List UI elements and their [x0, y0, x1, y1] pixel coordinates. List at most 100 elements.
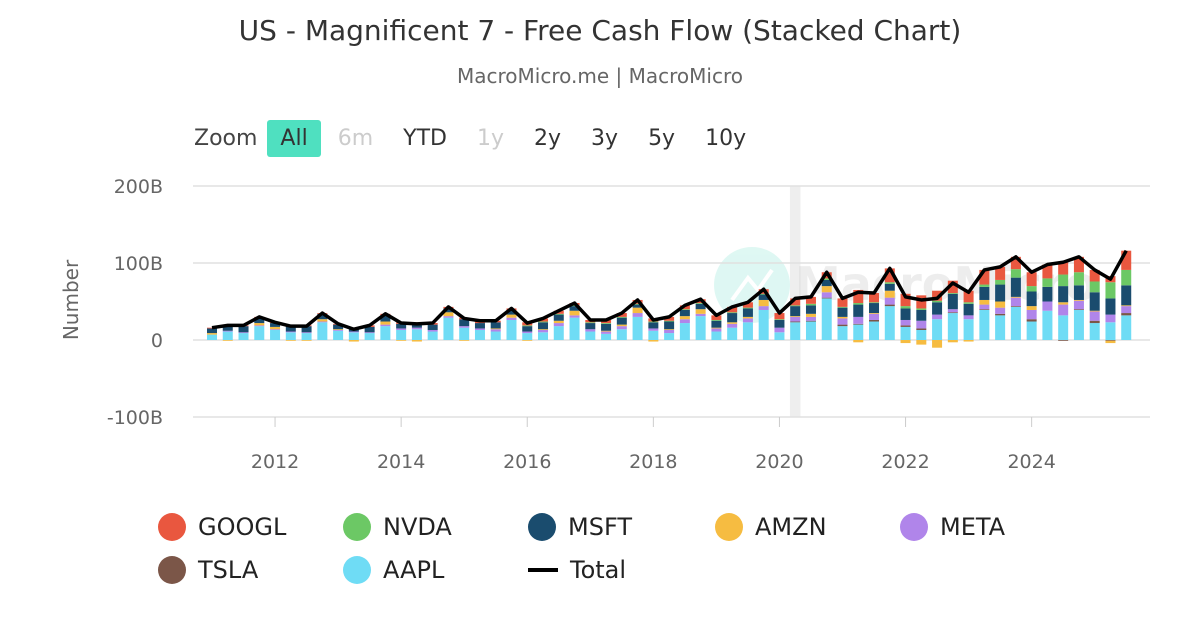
bar-msft: [601, 323, 612, 331]
bar-nvda: [979, 284, 990, 287]
bar-msft: [1010, 277, 1021, 297]
legend-item-aapl[interactable]: AAPL: [343, 556, 444, 584]
bar-msft: [333, 324, 344, 330]
bar-meta: [916, 320, 927, 329]
bar-googl: [869, 293, 880, 303]
zoom-6m-button[interactable]: 6m: [337, 125, 374, 151]
bar-nvda: [869, 302, 880, 304]
bar-meta: [932, 314, 943, 320]
bar-meta: [1058, 304, 1069, 316]
zoom-10y-button[interactable]: 10y: [705, 125, 747, 151]
bar-amzn: [380, 321, 391, 325]
bar-nvda: [616, 316, 627, 318]
bar-meta: [474, 328, 485, 330]
bar-aapl: [506, 319, 517, 340]
bar-msft: [616, 317, 627, 325]
bar-tsla: [884, 304, 895, 307]
bar-tsla: [1073, 309, 1084, 310]
bar-amzn: [1073, 299, 1084, 301]
bar-msft: [553, 314, 564, 321]
bar-meta: [742, 318, 753, 323]
bar-msft: [285, 326, 296, 332]
bar-msft: [538, 322, 549, 330]
bar-msft: [569, 306, 580, 311]
bar-msft: [301, 326, 312, 333]
bar-amzn: [742, 316, 753, 319]
legend-label: AAPL: [383, 556, 445, 584]
bar-meta: [995, 307, 1006, 314]
aapl-marker-icon: [343, 556, 371, 584]
bar-nvda: [601, 323, 612, 324]
legend-item-nvda[interactable]: NVDA: [343, 513, 452, 541]
bar-amzn: [333, 329, 344, 330]
bar-msft: [995, 284, 1006, 302]
bar-aapl: [1121, 315, 1132, 340]
bar-amzn: [443, 312, 454, 317]
zoom-1y-button[interactable]: 1y: [476, 125, 504, 151]
bar-aapl: [695, 316, 706, 340]
bar-meta: [632, 313, 643, 317]
bar-tsla: [805, 320, 816, 322]
legend-item-msft[interactable]: MSFT: [528, 513, 632, 541]
bar-aapl: [821, 298, 832, 340]
legend-item-total[interactable]: Total: [528, 556, 626, 584]
bar-nvda: [821, 278, 832, 280]
legend-item-meta[interactable]: META: [900, 513, 1005, 541]
zoom-ytd-button[interactable]: YTD: [403, 125, 447, 151]
bar-msft: [396, 323, 407, 329]
bar-amzn: [758, 299, 769, 307]
legend-label: Total: [570, 556, 627, 584]
legend-item-tsla[interactable]: TSLA: [158, 556, 258, 584]
bar-msft: [364, 326, 375, 333]
bar-nvda: [837, 306, 848, 308]
bar-googl: [900, 293, 911, 307]
bar-aapl: [774, 332, 785, 340]
bar-aapl: [805, 321, 816, 340]
bar-msft: [742, 308, 753, 317]
bar-amzn: [285, 340, 296, 341]
bar-amzn: [490, 328, 501, 330]
legend-item-googl[interactable]: GOOGL: [158, 513, 286, 541]
bar-msft: [664, 321, 675, 330]
legend-item-amzn[interactable]: AMZN: [715, 513, 827, 541]
zoom-2y-button[interactable]: 2y: [534, 125, 562, 151]
bar-tsla: [790, 321, 801, 323]
bar-nvda: [758, 293, 769, 295]
bar-nvda: [522, 325, 533, 327]
bar-amzn: [1010, 296, 1021, 298]
bar-meta: [396, 328, 407, 330]
bar-aapl: [207, 334, 217, 340]
amzn-marker-icon: [715, 513, 743, 541]
bar-meta: [254, 325, 265, 327]
bar-aapl: [916, 329, 927, 340]
zoom-all-button[interactable]: All: [267, 119, 321, 157]
bar-amzn: [616, 324, 627, 327]
bar-msft: [805, 305, 816, 314]
bar-meta: [601, 331, 612, 334]
zoom-3y-button[interactable]: 3y: [591, 125, 619, 151]
bar-tsla: [916, 328, 927, 330]
bar-aapl: [1105, 322, 1116, 340]
bar-msft: [506, 310, 517, 315]
legend-label: AMZN: [755, 513, 827, 541]
bar-googl: [1010, 256, 1021, 270]
nvda-marker-icon: [343, 513, 371, 541]
bar-nvda: [1042, 278, 1053, 287]
googl-marker-icon: [158, 513, 186, 541]
bar-meta: [758, 306, 769, 310]
bar-msft: [270, 323, 281, 327]
bar-nvda: [884, 282, 895, 284]
bar-meta: [947, 309, 958, 313]
zoom-5y-button[interactable]: 5y: [648, 125, 676, 151]
bar-googl: [1026, 272, 1037, 287]
bar-tsla: [837, 324, 848, 327]
bar-aapl: [947, 313, 958, 340]
bar-meta: [333, 329, 344, 331]
bar-amzn: [711, 327, 722, 329]
bar-msft: [979, 286, 990, 300]
bar-amzn: [459, 340, 470, 341]
bar-meta: [1042, 301, 1053, 311]
legend-label: MSFT: [568, 513, 632, 541]
bar-amzn: [348, 340, 359, 342]
bar-googl: [727, 306, 738, 313]
